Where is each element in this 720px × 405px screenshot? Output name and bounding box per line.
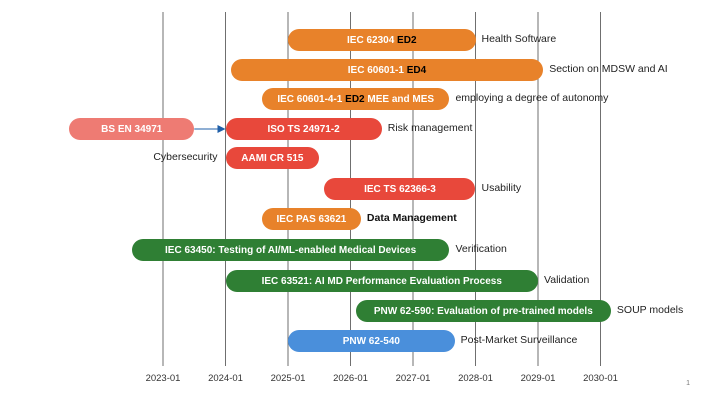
note-iecpas63621: Data Management — [366, 212, 457, 224]
tick-label-2025-01: 2025-01 — [270, 373, 306, 384]
note-iec62304: Health Software — [481, 33, 557, 45]
bar-aamicr515: AAMI CR 515 — [225, 147, 320, 169]
bar-iec63521: IEC 63521: AI MD Performance Evaluation … — [225, 270, 538, 292]
bar-label-iec63521: IEC 63521: AI MD Performance Evaluation … — [261, 275, 502, 287]
note-pnw62540: Post-Market Surveillance — [460, 334, 578, 346]
note-aamicr515: Cybersecurity — [153, 151, 218, 163]
note-iec60601-4-1: employing a degree of autonomy — [455, 92, 609, 104]
note-iec60601-1: Section on MDSW and AI — [549, 63, 668, 75]
bar-label-iecpas63621: IEC PAS 63621 — [276, 213, 347, 225]
bar-label-isots24971: ISO TS 24971-2 — [267, 123, 340, 135]
bar-label-iec60601-4-1: IEC 60601-4-1 — [277, 93, 343, 105]
bar-extra-iec60601-4-1: MEE and MES — [367, 93, 435, 105]
tick-label-2029-01: 2029-01 — [520, 373, 556, 384]
bar-iecpas63621: IEC PAS 63621 — [261, 208, 361, 230]
tick-label-2027-01: 2027-01 — [395, 373, 431, 384]
note-pnw62590: SOUP models — [616, 304, 684, 316]
bar-iec60601-1: IEC 60601-1 ED4 — [230, 59, 544, 81]
bar-pnw62540: PNW 62-540 — [288, 330, 455, 352]
tick-label-2030-01: 2030-01 — [583, 373, 618, 384]
bar-label-iec60601-1: IEC 60601-1 — [347, 64, 404, 76]
bar-iec60601-4-1: IEC 60601-4-1 ED2 MEE and MES — [261, 88, 450, 110]
bar-label-iec62304: IEC 62304 — [347, 34, 395, 46]
tick-label-2026-01: 2026-01 — [333, 373, 368, 384]
note-iects62366: Usability — [481, 182, 522, 194]
bar-label-iects62366: IEC TS 62366-3 — [364, 183, 436, 195]
bar-label-bsen34971: BS EN 34971 — [101, 123, 163, 135]
edition-label-iec62304: ED2 — [397, 34, 417, 46]
bar-label-aamicr515: AAMI CR 515 — [241, 152, 304, 164]
bar-iec62304: IEC 62304 ED2 — [288, 29, 476, 51]
note-iec63450: Verification — [455, 243, 507, 255]
bar-label-pnw62540: PNW 62-540 — [342, 335, 400, 347]
edition-label-iec60601-1: ED4 — [406, 64, 427, 76]
bar-pnw62590: PNW 62-590: Evaluation of pre-trained mo… — [355, 300, 611, 322]
tick-label-2024-01: 2024-01 — [208, 373, 243, 384]
bar-iec63450: IEC 63450: Testing of AI/ML-enabled Medi… — [131, 239, 450, 261]
bar-isots24971: ISO TS 24971-2 — [225, 118, 382, 140]
tick-label-2023-01: 2023-01 — [145, 373, 181, 384]
bar-iects62366: IEC TS 62366-3 — [324, 178, 476, 200]
tick-label-2028-01: 2028-01 — [458, 373, 493, 384]
note-isots24971: Risk management — [387, 122, 473, 134]
note-iec63521: Validation — [544, 274, 590, 286]
bar-label-iec63450: IEC 63450: Testing of AI/ML-enabled Medi… — [165, 244, 417, 256]
bar-bsen34971: BS EN 34971 — [69, 118, 195, 140]
edition-label-iec60601-4-1: ED2 — [345, 93, 365, 105]
page-number: 1 — [686, 380, 690, 387]
bar-label-pnw62590: PNW 62-590: Evaluation of pre-trained mo… — [373, 305, 593, 317]
